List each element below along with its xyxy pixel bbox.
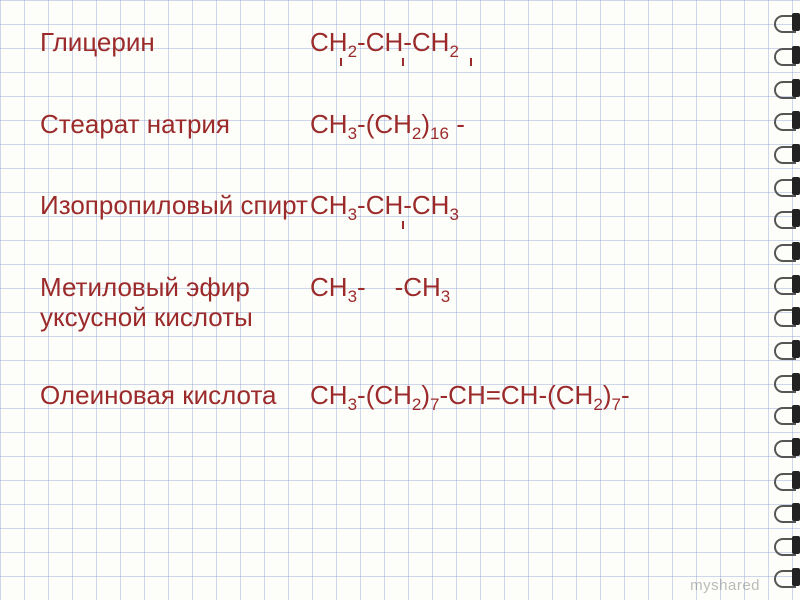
compound-row: Глицерин CH2-CH-CH2 (40, 28, 750, 62)
formula-text: CH3-(CH2)7-CH=CH-(CH2)7- (310, 380, 630, 410)
compound-formula: CH3-CH-CH3 (310, 191, 459, 225)
formula-text: CH3-CH-CH3 (310, 190, 459, 220)
compound-formula: CH3-(CH2)7-CH=CH-(CH2)7- (310, 381, 630, 415)
watermark: myshared (690, 577, 760, 594)
compound-row: Олеиновая кислота CH3-(CH2)7-CH=CH-(CH2)… (40, 381, 750, 415)
compound-row: Изопропиловый спирт CH3-CH-CH3 (40, 191, 750, 225)
bond-tick (402, 58, 404, 66)
compound-name: Изопропиловый спирт (40, 191, 310, 221)
bond-tick (470, 58, 472, 66)
spiral-binding (770, 0, 800, 600)
compound-name: Олеиновая кислота (40, 381, 310, 411)
compound-name: Стеарат натрия (40, 110, 310, 140)
compound-row: Стеарат натрия CH3-(CH2)16 - (40, 110, 750, 144)
formula-text: CH2-CH-CH2 (310, 27, 459, 57)
formula-text: CH3-(CH2)16 - (310, 109, 465, 139)
bond-tick (402, 221, 404, 229)
compound-row: Метиловый эфир уксусной кислоты CH3- -CH… (40, 273, 750, 333)
compound-name: Метиловый эфир уксусной кислоты (40, 273, 310, 333)
compound-formula: CH2-CH-CH2 (310, 28, 459, 62)
compound-name: Глицерин (40, 28, 310, 58)
slide-content: Глицерин CH2-CH-CH2 Стеарат натрия CH3-(… (0, 0, 770, 600)
compound-formula: CH3- -CH3 (310, 273, 450, 307)
bond-tick (340, 58, 342, 66)
formula-text: CH3- -CH3 (310, 272, 450, 302)
compound-formula: CH3-(CH2)16 - (310, 110, 465, 144)
